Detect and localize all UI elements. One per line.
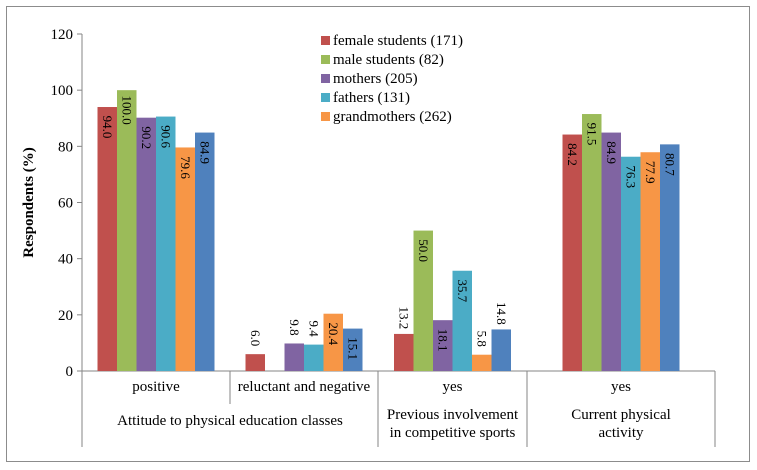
data-label: 79.6 bbox=[178, 156, 193, 179]
legend-label: male students (82) bbox=[333, 52, 444, 68]
bar bbox=[284, 343, 304, 371]
data-label: 77.9 bbox=[643, 161, 658, 184]
bar bbox=[660, 144, 680, 371]
data-label: 84.9 bbox=[197, 141, 212, 164]
data-label: 13.2 bbox=[396, 307, 411, 330]
y-tick-label: 100 bbox=[51, 83, 74, 99]
legend-label: fathers (131) bbox=[333, 90, 410, 106]
data-label: 20.4 bbox=[326, 322, 341, 345]
legend-label: female students (171) bbox=[333, 33, 463, 49]
legend-label: mothers (205) bbox=[333, 71, 418, 87]
group-label: Previous involvement bbox=[387, 407, 519, 423]
bar bbox=[117, 90, 137, 372]
bar bbox=[640, 152, 660, 371]
group-label: Attitude to physical education classes bbox=[117, 413, 343, 429]
data-label: 100.0 bbox=[119, 96, 134, 125]
category-label: reluctant and negative bbox=[238, 379, 371, 395]
y-tick-label: 40 bbox=[58, 252, 73, 268]
data-label: 9.4 bbox=[306, 320, 321, 337]
data-label: 50.0 bbox=[416, 239, 431, 262]
group-label: Current physical bbox=[571, 407, 671, 423]
bar bbox=[472, 354, 492, 371]
bar bbox=[582, 114, 602, 371]
bar bbox=[136, 117, 156, 372]
category-label: positive bbox=[132, 379, 180, 395]
bar bbox=[343, 328, 363, 371]
bar bbox=[97, 107, 117, 372]
y-tick-label: 120 bbox=[51, 27, 74, 43]
data-label: 14.8 bbox=[494, 302, 509, 325]
data-label: 5.8 bbox=[474, 331, 489, 347]
data-label: 35.7 bbox=[455, 279, 470, 302]
legend-label: grandmothers (262) bbox=[333, 109, 452, 125]
y-tick-label: 60 bbox=[58, 196, 73, 212]
data-label: 84.2 bbox=[565, 143, 580, 166]
legend-swatch bbox=[321, 93, 330, 102]
bar bbox=[245, 354, 265, 371]
category-label: yes bbox=[611, 379, 631, 395]
bar bbox=[195, 132, 215, 371]
bar bbox=[452, 270, 472, 371]
data-label: 76.3 bbox=[623, 165, 638, 188]
bar bbox=[601, 132, 621, 371]
legend-swatch bbox=[321, 36, 330, 45]
data-label: 15.1 bbox=[345, 337, 360, 360]
bar bbox=[394, 333, 414, 371]
bar bbox=[562, 134, 582, 371]
data-label: 84.9 bbox=[604, 141, 619, 164]
bar bbox=[175, 147, 195, 371]
bar bbox=[323, 313, 343, 371]
data-label: 80.7 bbox=[662, 153, 677, 176]
bar bbox=[621, 156, 641, 371]
bar bbox=[433, 320, 453, 371]
y-tick-label: 20 bbox=[58, 308, 73, 324]
data-label: 91.5 bbox=[584, 123, 599, 146]
data-label: 6.0 bbox=[248, 330, 263, 346]
data-label: 18.1 bbox=[435, 329, 450, 352]
legend-swatch bbox=[321, 74, 330, 83]
data-label: 94.0 bbox=[100, 116, 115, 139]
bar bbox=[304, 344, 324, 371]
bar bbox=[491, 329, 511, 371]
data-label: 9.8 bbox=[287, 319, 302, 335]
bar bbox=[413, 230, 433, 371]
y-tick-label: 0 bbox=[66, 364, 74, 380]
y-axis-title: Respondents (%) bbox=[21, 147, 37, 257]
data-label: 90.6 bbox=[158, 125, 173, 148]
data-label: 90.2 bbox=[139, 126, 154, 149]
y-tick-label: 80 bbox=[58, 139, 73, 155]
group-label: activity bbox=[599, 425, 644, 441]
group-label: in competitive sports bbox=[390, 425, 516, 441]
category-label: yes bbox=[443, 379, 463, 395]
bar bbox=[156, 116, 176, 371]
legend-swatch bbox=[321, 55, 330, 64]
legend-swatch bbox=[321, 112, 330, 121]
